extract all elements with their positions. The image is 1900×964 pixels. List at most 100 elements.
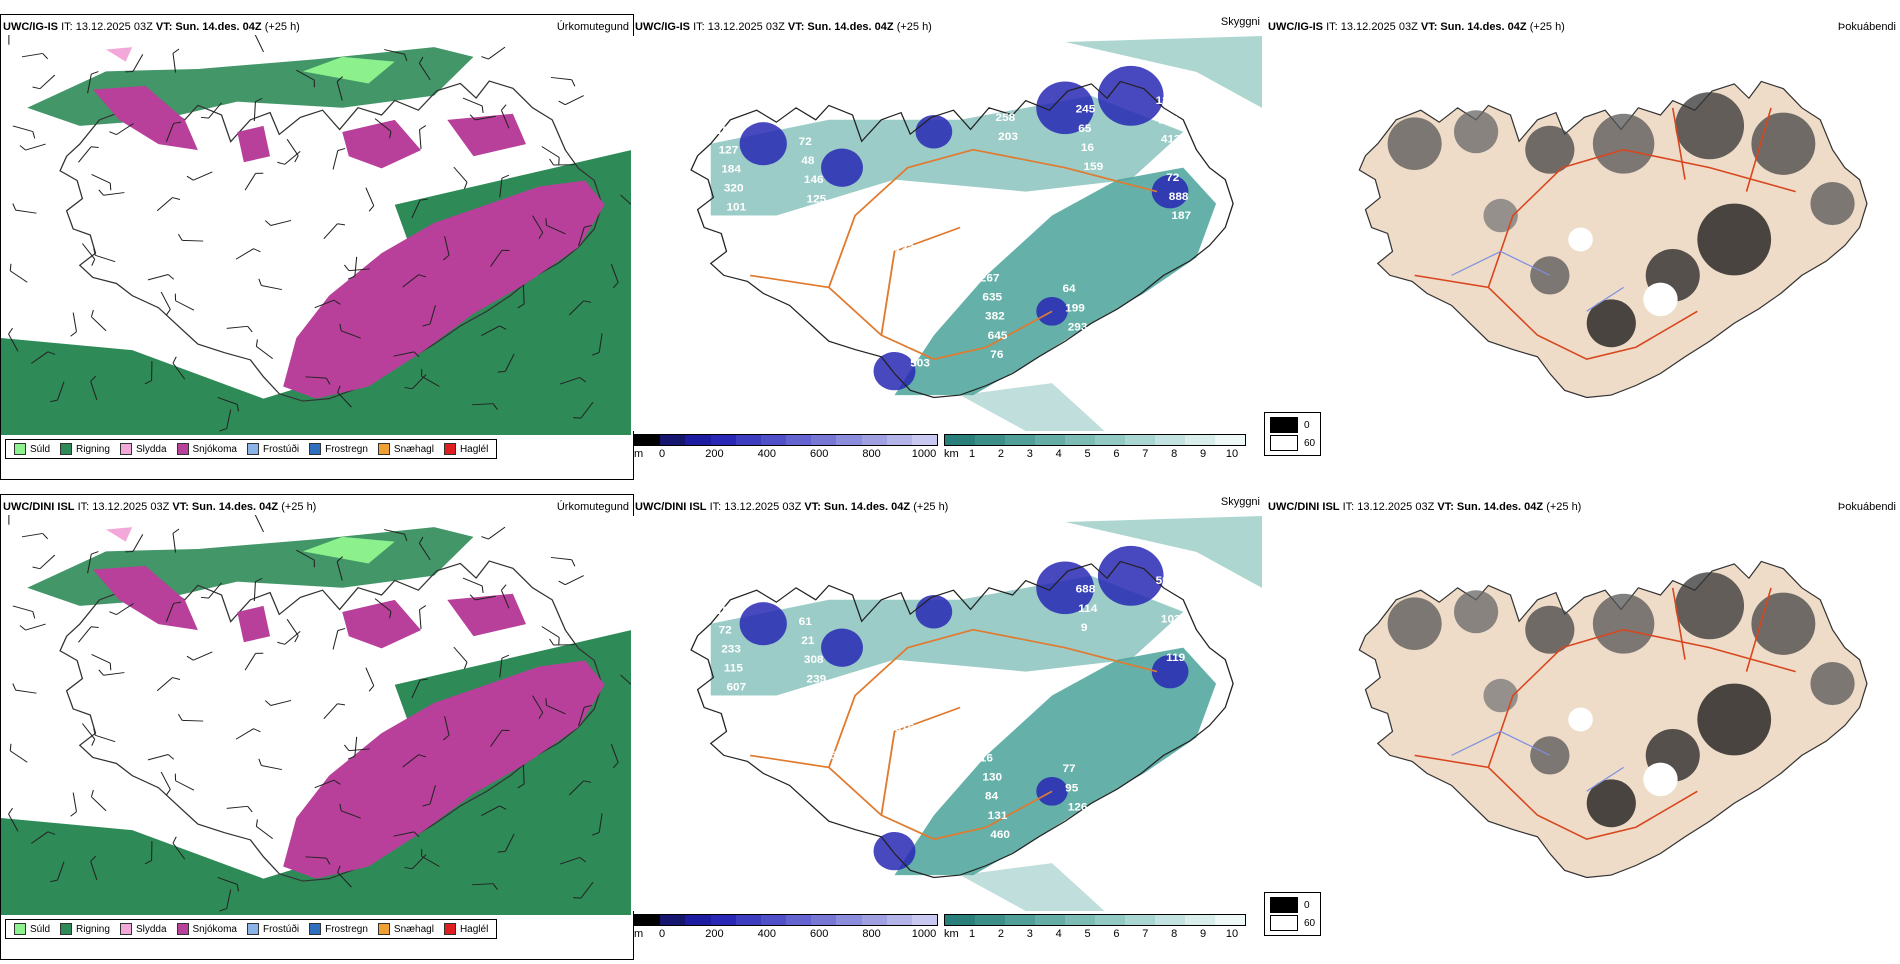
cloudbase-value-label: 218 [1150, 813, 1170, 824]
legend-label: Slydda [136, 924, 167, 935]
cloudbase-value-label: 115 [724, 663, 743, 674]
legend-label: Haglél [460, 444, 488, 455]
colorbar-segment [945, 435, 975, 445]
fog-field-name: Þokuábendi [1838, 21, 1896, 33]
cloudbase-value-label: 945 [817, 750, 837, 761]
cloudbase-value-label: 182 [809, 213, 829, 224]
precip-legend-item: Snjókoma [177, 443, 237, 455]
lead-time: (+25 h) [281, 501, 316, 513]
cloudbase-value-label: 53 [729, 701, 742, 712]
fog-field-name: Þokuábendi [1838, 501, 1896, 513]
valid-time: VT: Sun. 14.des. 04Z [1437, 501, 1543, 513]
init-time: IT: 13.12.2025 03Z [1326, 21, 1418, 33]
colorbar-tick-label: 200 [705, 448, 723, 460]
precip-legend-item: Snjókoma [177, 923, 237, 935]
init-time: IT: 13.12.2025 03Z [61, 21, 153, 33]
cloudbase-visibility-panel: UWC/DINI ISL IT: 13.12.2025 03Z VT: Sun.… [632, 494, 1264, 964]
cloudbase-value-label: 160 [897, 742, 917, 753]
precip-legend-item: Súld [14, 443, 50, 455]
colorbar-tick-label: 10 [1226, 448, 1238, 460]
cloudbase-value-label: 87 [993, 93, 1006, 104]
colorbar-tick-label: 800 [862, 928, 880, 940]
cloudbase-value-label: 95 [1065, 783, 1078, 794]
legend-label: 60 [1304, 438, 1315, 449]
cloudbase-value-label: 239 [807, 674, 827, 685]
cloudbase-value-label: 258 [996, 112, 1016, 123]
colorbar-segment [945, 915, 975, 925]
cloudbase-value-label: 65 [1078, 123, 1091, 134]
cloudbase-value-label: 356 [902, 780, 922, 791]
colorbar-segment [711, 435, 736, 445]
cloudbase-value-label: 360 [1164, 633, 1184, 644]
cloudbase-value-label: 16 [1081, 142, 1094, 153]
precip-legend-item: Súld [14, 923, 50, 935]
legend-swatch [1270, 915, 1298, 931]
cloudbase-value-label: 95 [817, 270, 830, 281]
cloudbase-value-label: 46 [1158, 595, 1171, 606]
cloudbase-value-label: 293 [1068, 322, 1088, 333]
cloudbase-value-label: 199 [732, 240, 752, 251]
lead-time: (+25 h) [1546, 501, 1581, 513]
cloudbase-value-label: 645 [988, 330, 1008, 341]
colorbar-segment [1185, 915, 1215, 925]
cloudbase-value-label: 48 [801, 155, 814, 166]
lead-time: (+25 h) [913, 501, 948, 513]
cloudbase-value-label: 245 [1076, 104, 1096, 115]
colorbar-tick-label: 1 [969, 448, 975, 460]
cloudbase-value-label: 33 [889, 685, 902, 696]
cloudbase-value-label: 119 [1166, 652, 1185, 663]
cloudbase-value-label: 187 [1171, 211, 1191, 222]
colorbar-tick-label: 9 [1200, 928, 1206, 940]
cloudbase-value-label: 125 [807, 194, 827, 205]
colorbar-unit: km [944, 928, 959, 940]
panel-title: UWC/IG-IS IT: 13.12.2025 03Z VT: Sun. 14… [635, 21, 932, 33]
cloudbase-value-label: 268 [908, 339, 928, 350]
colorbar-segment [811, 915, 836, 925]
cloudbase-value-label: 888 [1169, 191, 1189, 202]
cloudbase-value-label: 126 [1068, 802, 1088, 813]
cloudbase-value-label: 129 [809, 693, 829, 704]
model-name: UWC/DINI ISL [635, 501, 707, 513]
colorbar-segment [1095, 435, 1125, 445]
cloudbase-value-label: 381 [1070, 341, 1090, 352]
colorbar-tick-label: 1000 [912, 928, 936, 940]
cloudbase-value-label: 72 [1166, 172, 1179, 183]
precip-field-name: Úrkomutegund [557, 21, 629, 33]
cloudbase-value-label: 72 [799, 136, 812, 147]
cloudbase-value-label: 206 [892, 224, 912, 235]
init-time: IT: 13.12.2025 03Z [1343, 501, 1435, 513]
colorbar-segment [1155, 915, 1185, 925]
cloudbase-value-label: 315 [895, 723, 915, 734]
fog-map [1304, 36, 1894, 436]
legend-swatch [444, 923, 456, 935]
legend-swatch [1270, 897, 1298, 913]
cloudbase-value-label: 382 [985, 311, 1005, 322]
legend-label: Snæhagl [394, 924, 434, 935]
cloudbase-value-label: 64 [1063, 284, 1077, 295]
cloudbase-value-label: 81 [975, 234, 988, 245]
colorbar-segment [1155, 435, 1185, 445]
legend-swatch [14, 443, 26, 455]
panel-title: UWC/DINI ISL IT: 13.12.2025 03Z VT: Sun.… [3, 501, 316, 513]
precip-legend-item: Frostúði [247, 443, 299, 455]
valid-time: VT: Sun. 14.des. 04Z [804, 501, 910, 513]
cloudbase-value-label: 184 [716, 606, 736, 617]
precip-map [1, 515, 631, 920]
colorbar-unit: km [944, 448, 959, 460]
cloudbase-value-label: 114 [1078, 603, 1098, 614]
cloudbase-value-label: 59 [993, 573, 1006, 584]
colorbar-tick-label: 6 [1113, 928, 1119, 940]
colorbar-segment [761, 915, 786, 925]
cloudbase-value-label: 89 [713, 586, 726, 597]
cloud-field-name: Skyggni [1221, 16, 1260, 28]
colorbar-tick-label: 0 [659, 448, 665, 460]
precip-legend-item: Slydda [120, 443, 167, 455]
cloudbase-value-label: 92 [977, 734, 990, 745]
cloudbase-value-label: 67 [887, 665, 900, 676]
precip-legend-item: Snæhagl [378, 923, 434, 935]
cloudbase-value-label: 99 [900, 761, 913, 772]
legend-label: Rigning [76, 444, 110, 455]
panel-title: UWC/DINI ISL IT: 13.12.2025 03Z VT: Sun.… [635, 501, 948, 513]
